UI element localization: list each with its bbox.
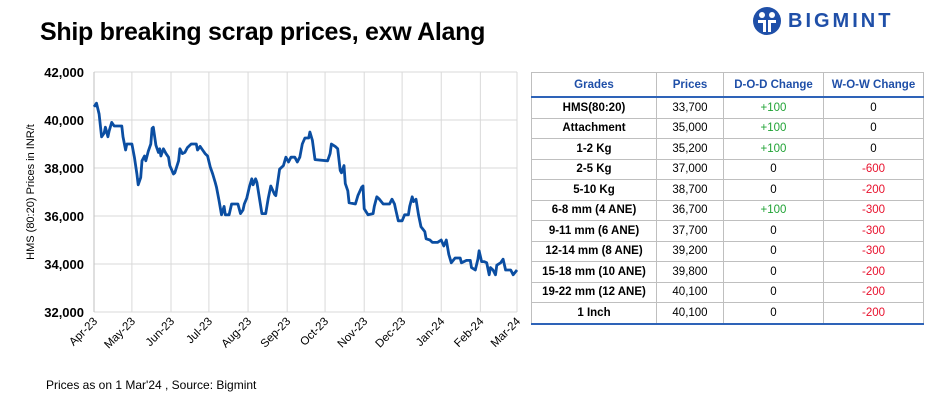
table-header-row: Grades Prices D-O-D Change W-O-W Change [531, 72, 924, 98]
table-row: 1-2 Kg 35,200 +100 0 [531, 138, 924, 160]
wow-change-cell: -200 [823, 179, 924, 201]
dod-change-cell: 0 [723, 240, 824, 262]
price-cell: 33,700 [656, 96, 724, 119]
grade-cell: 6-8 mm (4 ANE) [531, 199, 657, 221]
x-tick-label: Nov-23 [336, 316, 371, 351]
x-tick-label: Jan-24 [414, 315, 448, 349]
price-cell: 35,000 [656, 117, 724, 139]
x-tick-label: Jun-23 [144, 316, 177, 349]
wow-change-cell: -200 [823, 281, 924, 303]
wow-change-cell: -600 [823, 158, 924, 180]
dod-change-cell: 0 [723, 302, 824, 325]
table-row: 19-22 mm (12 ANE) 40,100 0 -200 [531, 281, 924, 303]
x-tick-label: Dec-23 [374, 316, 409, 351]
table-row: 1 Inch 40,100 0 -200 [531, 302, 924, 325]
grade-cell: HMS(80:20) [531, 96, 657, 119]
grade-cell: 19-22 mm (12 ANE) [531, 281, 657, 303]
y-tick-label: 42,000 [44, 65, 84, 80]
column-header: Grades [531, 72, 657, 98]
dod-change-cell: 0 [723, 158, 824, 180]
wow-change-cell: -300 [823, 220, 924, 242]
wow-change-cell: -300 [823, 240, 924, 262]
dod-change-cell: +100 [723, 96, 824, 119]
x-tick-label: Sep-23 [259, 316, 294, 351]
y-tick-label: 38,000 [44, 161, 84, 176]
bigmint-logo-icon [753, 7, 781, 35]
price-cell: 39,200 [656, 240, 724, 262]
table-row: 5-10 Kg 38,700 0 -200 [531, 179, 924, 201]
column-header: D-O-D Change [723, 72, 824, 98]
dod-change-cell: 0 [723, 220, 824, 242]
bigmint-logo-text: BIGMINT [788, 9, 894, 32]
grade-cell: 15-18 mm (10 ANE) [531, 261, 657, 283]
x-tick-label: May-23 [102, 316, 138, 352]
price-cell: 40,100 [656, 302, 724, 325]
dod-change-cell: +100 [723, 117, 824, 139]
wow-change-cell: -200 [823, 261, 924, 283]
x-tick-label: Aug-23 [219, 316, 254, 351]
y-axis-label: HMS (80:20) Prices in INR/t [25, 124, 37, 260]
x-tick-label: Feb-24 [452, 315, 487, 350]
dod-change-cell: +100 [723, 199, 824, 221]
wow-change-cell: 0 [823, 117, 924, 139]
y-tick-label: 40,000 [44, 113, 84, 128]
wow-change-cell: 0 [823, 96, 924, 119]
source-note: Prices as on 1 Mar'24 , Source: Bigmint [46, 378, 257, 392]
y-tick-label: 36,000 [44, 209, 84, 224]
price-cell: 35,200 [656, 138, 724, 160]
bigmint-logo: BIGMINT [752, 6, 893, 36]
x-tick-label: Apr-23 [67, 316, 100, 349]
wow-change-cell: 0 [823, 138, 924, 160]
price-cell: 39,800 [656, 261, 724, 283]
x-tick-label: Oct-23 [298, 316, 331, 349]
grade-cell: 9-11 mm (6 ANE) [531, 220, 657, 242]
price-line-chart: 32,000 34,000 36,000 38,000 40,000 42,000 Apr-… [25, 65, 524, 352]
price-series-line [92, 101, 519, 277]
table-row: 2-5 Kg 37,000 0 -600 [531, 158, 924, 180]
price-cell: 38,700 [656, 179, 724, 201]
x-tick-label: Jul-23 [184, 316, 215, 347]
price-cell: 37,000 [656, 158, 724, 180]
table-row: HMS(80:20) 33,700 +100 0 [531, 96, 924, 119]
table-row: 12-14 mm (8 ANE) 39,200 0 -300 [531, 240, 924, 262]
price-cell: 37,700 [656, 220, 724, 242]
dod-change-cell: 0 [723, 281, 824, 303]
table-row: 15-18 mm (10 ANE) 39,800 0 -200 [531, 261, 924, 283]
grade-cell: 5-10 Kg [531, 179, 657, 201]
table-row: Attachment 35,000 +100 0 [531, 117, 924, 139]
dod-change-cell: 0 [723, 261, 824, 283]
column-header: W-O-W Change [823, 72, 924, 98]
grade-cell: 1-2 Kg [531, 138, 657, 160]
table-row: 9-11 mm (6 ANE) 37,700 0 -300 [531, 220, 924, 242]
grade-cell: Attachment [531, 117, 657, 139]
dod-change-cell: 0 [723, 179, 824, 201]
dod-change-cell: +100 [723, 138, 824, 160]
grade-cell: 12-14 mm (8 ANE) [531, 240, 657, 262]
x-tick-label: Mar-24 [489, 315, 524, 350]
wow-change-cell: -200 [823, 302, 924, 325]
grade-cell: 1 Inch [531, 302, 657, 325]
column-header: Prices [656, 72, 724, 98]
price-cell: 40,100 [656, 281, 724, 303]
prices-table: Grades Prices D-O-D Change W-O-W Change HMS… [531, 72, 924, 325]
page-title: Ship breaking scrap prices, exw Alang [40, 18, 486, 46]
table-row: 6-8 mm (4 ANE) 36,700 +100 -300 [531, 199, 924, 221]
y-tick-label: 32,000 [44, 305, 84, 320]
grade-cell: 2-5 Kg [531, 158, 657, 180]
price-cell: 36,700 [656, 199, 724, 221]
y-tick-label: 34,000 [44, 257, 84, 272]
wow-change-cell: -300 [823, 199, 924, 221]
